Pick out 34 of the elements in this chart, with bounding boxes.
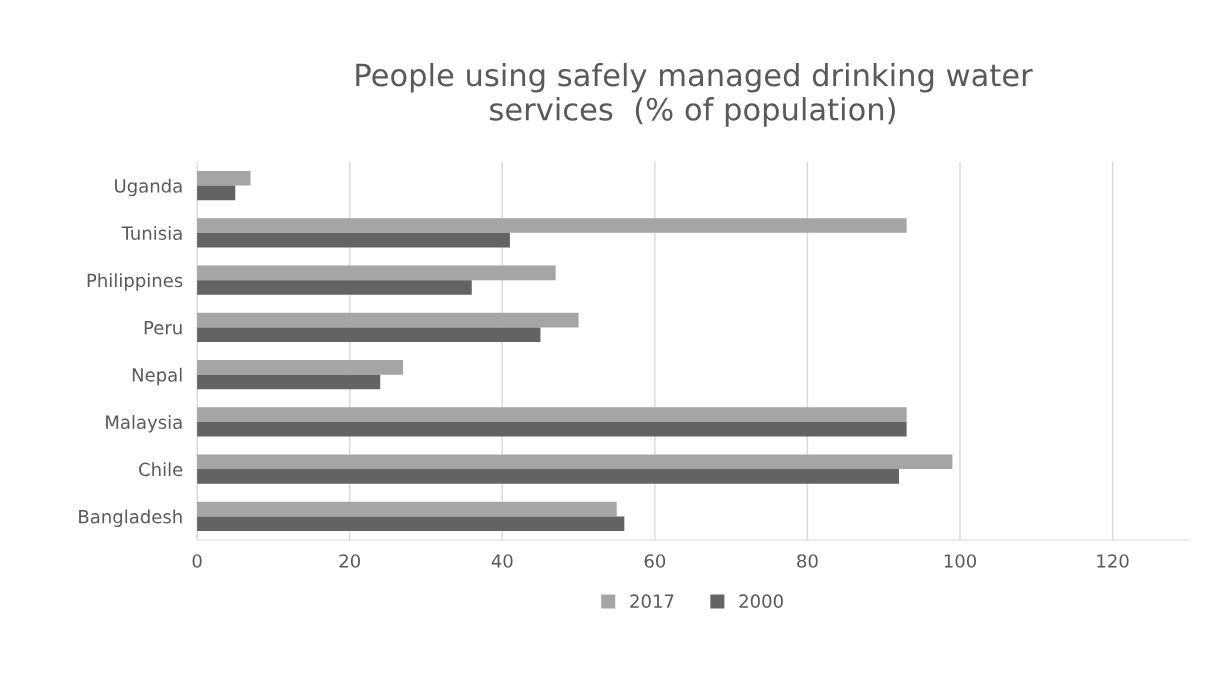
x-tick-label: 60 [644, 554, 666, 568]
x-tick-label: 40 [491, 554, 513, 568]
bar [197, 374, 381, 390]
x-tick-label: 20 [339, 554, 360, 568]
x-tick-label: 120 [1097, 554, 1129, 568]
x-tick-label: 80 [797, 554, 818, 568]
bar [197, 265, 556, 281]
bar [197, 185, 236, 201]
bar [197, 359, 404, 375]
bar [197, 516, 625, 532]
chart-title: People using safely managed drinking water services (% of population) [356, 62, 1033, 127]
bar [197, 232, 510, 248]
bar [197, 407, 907, 422]
y-tick-label: Peru [144, 321, 182, 335]
bar [197, 312, 579, 328]
bar [197, 280, 472, 295]
legend-label: 2000 [739, 594, 783, 609]
bar [197, 501, 617, 517]
legend-label: 2017 [630, 594, 674, 609]
y-tick-label: Uganda [115, 178, 182, 197]
bar [197, 421, 907, 437]
y-tick-label: Bangladesh [79, 509, 182, 527]
bar [197, 327, 541, 343]
y-tick-label: Nepal [132, 367, 182, 386]
bar [197, 469, 899, 484]
x-tick-label: 0 [192, 554, 202, 568]
x-tick-label: 100 [944, 554, 977, 568]
y-tick-label: Tunisia [121, 226, 182, 240]
y-tick-label: Malaysia [106, 415, 182, 433]
y-tick-label: Philippines [87, 273, 183, 291]
bar [197, 218, 907, 233]
y-tick-label: Chile [139, 462, 183, 477]
bar [197, 454, 953, 470]
bar [197, 170, 251, 186]
